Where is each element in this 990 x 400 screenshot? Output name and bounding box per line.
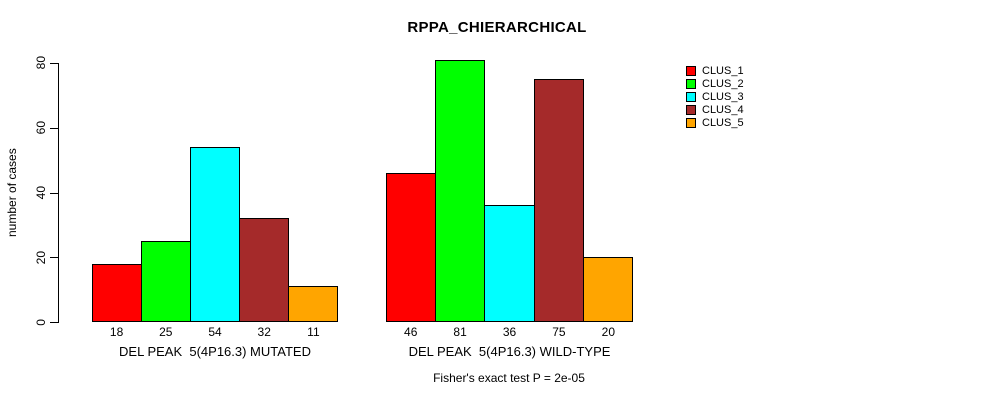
bar-value-label: 18 (109, 325, 124, 339)
fisher-test-note: Fisher's exact test P = 2e-05 (433, 371, 585, 385)
legend-label: CLUS_2 (702, 77, 744, 90)
y-axis-tick-mark (50, 63, 58, 64)
y-axis-tick-label: 20 (33, 227, 49, 287)
chart-title: RPPA_CHIERARCHICAL (407, 19, 587, 36)
bar-clus_2 (435, 60, 486, 322)
legend-label: CLUS_4 (702, 103, 744, 116)
legend-swatch (686, 91, 696, 102)
bar-clus_5 (288, 286, 338, 322)
bar-value-labels-mutated: 18 25 54 32 11 (92, 325, 338, 339)
group-label-mutated: DEL PEAK 5(4P16.3) MUTATED (119, 344, 311, 359)
bar-clus_4 (533, 79, 584, 322)
legend-label: CLUS_3 (702, 90, 744, 103)
y-axis-tick-mark (50, 192, 58, 194)
legend-swatch (686, 104, 696, 115)
bar-value-label: 54 (208, 325, 222, 339)
y-axis-line (58, 63, 59, 323)
bar-clus_3 (190, 147, 240, 322)
y-axis-tick-label: 60 (33, 98, 49, 158)
group-label-wildtype: DEL PEAK 5(4P16.3) WILD-TYPE (408, 344, 611, 359)
bar-value-label: 75 (552, 325, 566, 339)
y-axis-tick-label-text: 80 (34, 56, 48, 70)
y-axis-tick-label-text: 0 (34, 318, 48, 326)
y-axis-tick-label-text: 60 (34, 121, 48, 135)
legend-item-clus_5: CLUS_5 (686, 116, 744, 129)
legend-item-clus_3: CLUS_3 (686, 90, 744, 103)
legend: CLUS_1 CLUS_2 CLUS_3 CLUS_4 CLUS_5 (686, 64, 744, 129)
bar-clus_5 (582, 257, 634, 322)
legend-item-clus_4: CLUS_4 (686, 103, 744, 116)
y-axis-tick-mark (50, 322, 58, 323)
bar-value-label: 20 (601, 325, 615, 339)
legend-label: CLUS_5 (702, 116, 744, 129)
bar-clus_2 (141, 241, 191, 322)
bar-clus_3 (484, 205, 535, 322)
bar-value-label: 25 (159, 325, 173, 339)
y-axis-label: number of cases (5, 148, 19, 237)
legend-swatch (686, 117, 696, 128)
legend-label: CLUS_1 (702, 64, 744, 77)
legend-item-clus_2: CLUS_2 (686, 77, 744, 90)
bar-value-label: 11 (307, 325, 320, 339)
y-axis-tick-label-text: 20 (34, 250, 48, 264)
bar-value-label: 36 (502, 325, 517, 339)
legend-item-clus_1: CLUS_1 (686, 64, 744, 77)
bar-value-label: 81 (453, 325, 467, 339)
bar-clus_4 (239, 218, 289, 322)
y-axis-tick-label-text: 40 (34, 185, 48, 200)
bar-clus_1 (92, 264, 142, 322)
y-axis-tick-label: 0 (33, 292, 49, 352)
y-axis-tick-label: 80 (33, 33, 49, 93)
y-axis-tick-label: 40 (33, 163, 49, 223)
bar-value-label: 32 (257, 325, 271, 339)
y-axis-tick-mark (50, 257, 58, 259)
bar-group-mutated (92, 63, 338, 322)
bar-value-label: 46 (404, 325, 418, 339)
bar-value-labels-wildtype: 46 81 36 75 20 (386, 325, 633, 339)
y-axis-tick-mark (50, 127, 58, 129)
legend-swatch (686, 65, 696, 76)
bar-group-wildtype (386, 60, 634, 322)
legend-swatch (686, 78, 696, 89)
bar-clus_1 (386, 173, 437, 322)
